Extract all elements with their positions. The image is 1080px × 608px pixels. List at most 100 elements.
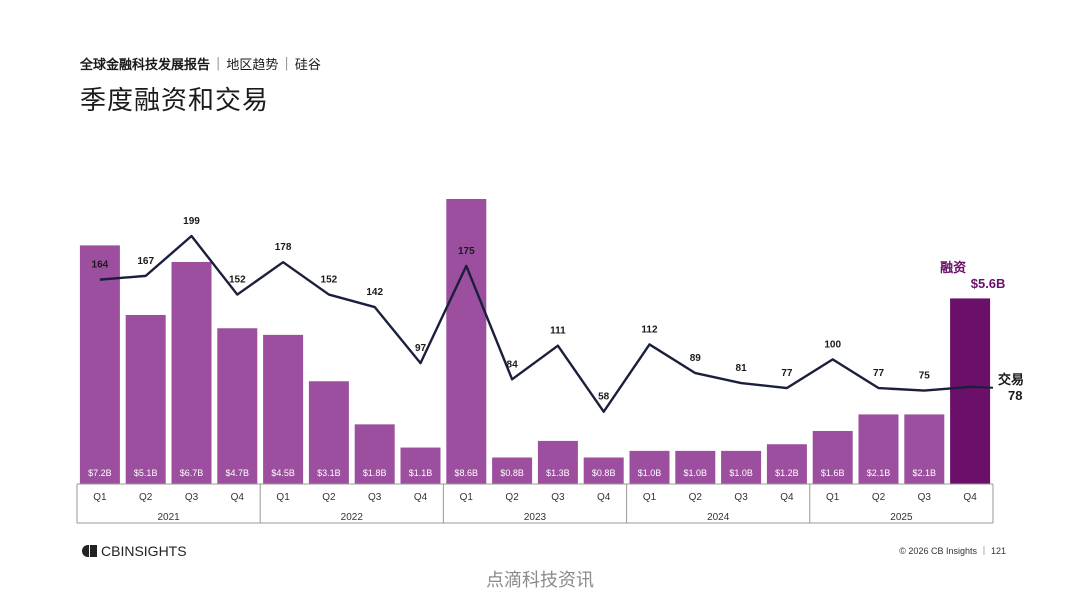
year-tick-label: 2025 xyxy=(890,512,913,523)
funding-bar xyxy=(400,447,441,484)
funding-bar xyxy=(263,334,304,484)
funding-value-label: $1.0B xyxy=(729,468,753,478)
deals-value-label: 152 xyxy=(229,275,246,286)
funding-value-label: $0.8B xyxy=(592,468,616,478)
quarter-tick-label: Q2 xyxy=(689,492,703,503)
quarter-tick-label: Q4 xyxy=(780,492,794,503)
funding-value-label: $5.1B xyxy=(134,468,158,478)
quarter-tick-label: Q4 xyxy=(597,492,611,503)
funding-bar xyxy=(171,261,212,484)
header-separator: | xyxy=(284,56,289,71)
deals-value-label: 175 xyxy=(458,246,475,257)
deals-value-label: 199 xyxy=(183,216,200,227)
deals-callout-value: 78 xyxy=(1008,388,1022,403)
funding-value-label: $3.1B xyxy=(317,468,341,478)
funding-callout-label: 融资 xyxy=(940,260,966,276)
deals-value-label: 77 xyxy=(781,368,793,379)
funding-bar xyxy=(766,444,807,484)
deals-value-label: 142 xyxy=(366,287,383,298)
deals-value-label: 178 xyxy=(275,242,292,253)
funding-value-label: $8.6B xyxy=(455,468,479,478)
year-tick-label: 2024 xyxy=(707,512,730,523)
quarter-tick-label: Q2 xyxy=(322,492,336,503)
funding-callout-value: $5.6B xyxy=(971,276,1006,291)
funding-bar xyxy=(308,381,349,484)
funding-bar xyxy=(492,457,533,484)
city-label: 硅谷 xyxy=(294,58,321,73)
deals-value-label: 75 xyxy=(919,371,931,382)
deals-value-label: 167 xyxy=(137,256,154,267)
deals-value-label: 112 xyxy=(641,324,658,335)
quarter-tick-label: Q1 xyxy=(93,492,107,503)
deals-line xyxy=(99,234,972,413)
quarter-tick-label: Q1 xyxy=(460,492,474,503)
funding-value-label: $4.5B xyxy=(271,468,295,478)
deals-line-extension xyxy=(970,385,994,389)
quarter-tick-label: Q4 xyxy=(414,492,428,503)
funding-bar xyxy=(583,457,624,484)
funding-bar xyxy=(125,314,166,484)
funding-value-label: $1.0B xyxy=(638,468,662,478)
year-tick-label: 2022 xyxy=(341,512,364,523)
logo-text: CBINSIGHTS xyxy=(101,543,187,559)
funding-value-label: $1.2B xyxy=(775,468,799,478)
funding-value-label: $2.1B xyxy=(867,468,891,478)
region-label: 地区趋势 xyxy=(226,58,279,73)
funding-bar xyxy=(537,440,578,484)
report-header: 全球金融科技发展报告 | 地区趋势 | 硅谷 xyxy=(80,54,321,73)
deals-value-label: 111 xyxy=(550,326,566,337)
deals-value-label: 84 xyxy=(507,359,519,370)
funding-bar xyxy=(950,298,991,484)
quarter-tick-label: Q1 xyxy=(826,492,840,503)
funding-value-label: $0.8B xyxy=(500,468,524,478)
cb-logo-icon xyxy=(82,545,97,557)
funding-value-label: $4.7B xyxy=(226,468,250,478)
funding-bar xyxy=(812,430,853,484)
quarter-tick-label: Q2 xyxy=(139,492,153,503)
quarter-tick-label: Q4 xyxy=(963,492,977,503)
page-title: 季度融资和交易 xyxy=(80,86,270,116)
quarter-tick-label: Q3 xyxy=(185,492,199,503)
funding-bar xyxy=(446,199,487,484)
deals-value-label: 89 xyxy=(690,353,702,364)
funding-value-label: $1.1B xyxy=(409,468,433,478)
deals-value-label: 81 xyxy=(736,363,748,374)
quarter-tick-label: Q3 xyxy=(551,492,565,503)
quarter-tick-label: Q1 xyxy=(643,492,657,503)
deals-value-label: 100 xyxy=(824,339,841,350)
deals-value-label: 164 xyxy=(92,260,109,271)
funding-value-label: $1.3B xyxy=(546,468,570,478)
quarter-tick-label: Q4 xyxy=(231,492,245,503)
report-name: 全球金融科技发展报告 xyxy=(80,58,211,73)
year-tick-label: 2023 xyxy=(524,512,547,523)
quarter-tick-label: Q1 xyxy=(276,492,290,503)
copyright: © 2026 CB Insights ｜ 121 xyxy=(899,546,1006,556)
funding-value-label: $1.0B xyxy=(684,468,708,478)
funding-bar xyxy=(217,328,258,484)
funding-bar xyxy=(629,450,670,484)
funding-value-label: $1.6B xyxy=(821,468,845,478)
funding-bar xyxy=(79,245,120,484)
deals-value-label: 58 xyxy=(598,392,610,403)
funding-bar xyxy=(354,424,395,484)
year-tick-label: 2021 xyxy=(157,512,180,523)
funding-bar xyxy=(904,414,945,484)
cb-insights-logo: CBINSIGHTS xyxy=(82,543,187,559)
quarter-tick-label: Q3 xyxy=(734,492,748,503)
deals-callout-label: 交易 xyxy=(998,372,1024,388)
quarter-tick-label: Q2 xyxy=(872,492,886,503)
quarter-tick-label: Q3 xyxy=(918,492,932,503)
funding-value-label: $1.8B xyxy=(363,468,387,478)
funding-value-label: $2.1B xyxy=(913,468,937,478)
deals-value-label: 152 xyxy=(321,275,338,286)
deals-value-label: 77 xyxy=(873,368,885,379)
funding-bar xyxy=(675,450,716,484)
quarter-tick-label: Q3 xyxy=(368,492,382,503)
funding-value-label: $7.2B xyxy=(88,468,112,478)
deals-value-label: 97 xyxy=(415,343,427,354)
funding-bar xyxy=(721,450,762,484)
funding-bar xyxy=(858,414,899,484)
header-separator: | xyxy=(216,56,221,71)
watermark: 点滴科技资讯 xyxy=(486,570,594,591)
